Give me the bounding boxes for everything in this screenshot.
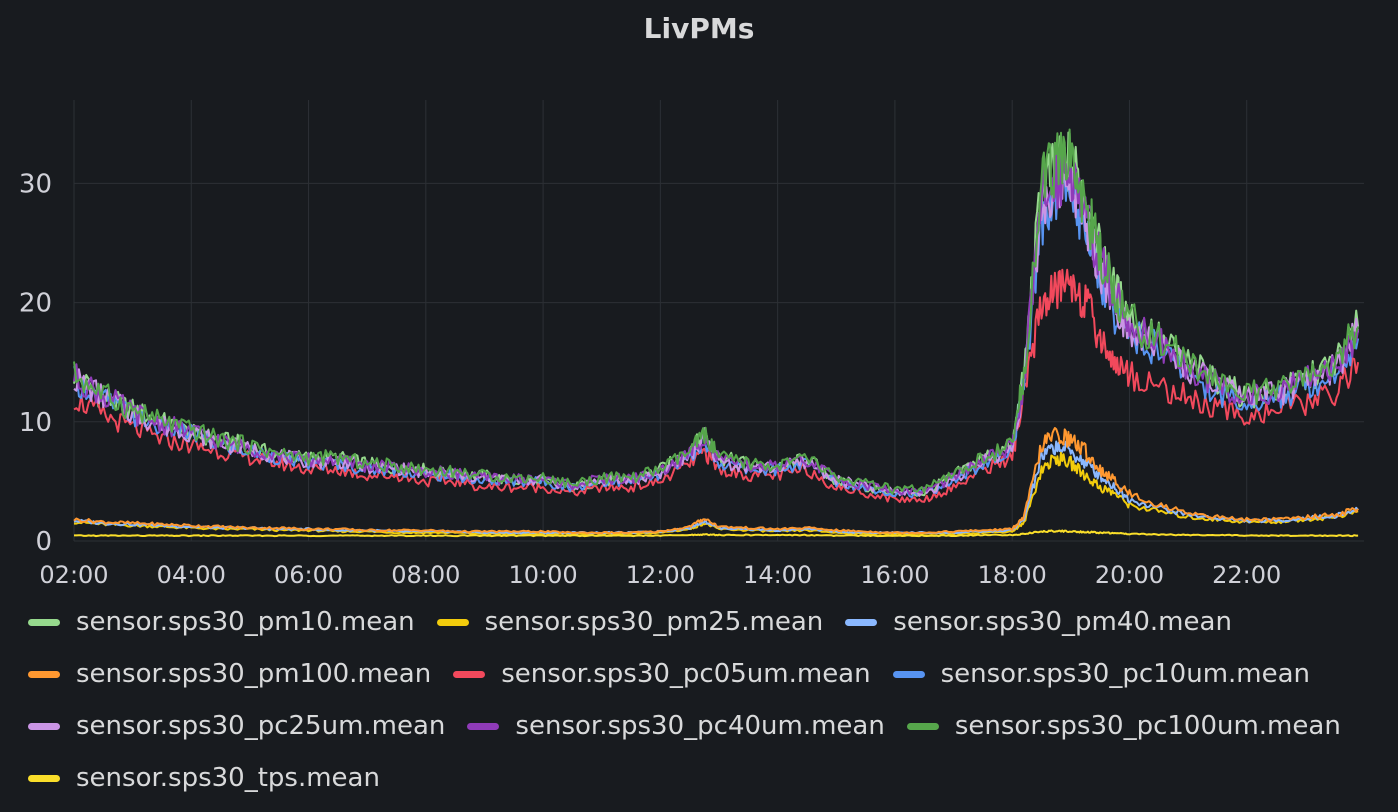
legend-item[interactable]: sensor.sps30_pc25um.mean bbox=[28, 704, 445, 748]
y-tick-label: 20 bbox=[19, 289, 52, 319]
x-tick-label: 22:00 bbox=[1212, 561, 1281, 589]
x-tick-label: 14:00 bbox=[743, 561, 812, 589]
legend-label: sensor.sps30_pm10.mean bbox=[76, 607, 415, 637]
legend-swatch bbox=[906, 722, 939, 730]
x-tick-label: 12:00 bbox=[626, 561, 695, 589]
series-line-sensor-sps30-pc05um-mean bbox=[73, 268, 1360, 504]
legend-label: sensor.sps30_pc05um.mean bbox=[501, 659, 871, 689]
legend-item[interactable]: sensor.sps30_pc40um.mean bbox=[467, 704, 885, 748]
legend-item[interactable]: sensor.sps30_pc05um.mean bbox=[453, 652, 871, 696]
legend-label: sensor.sps30_pc10um.mean bbox=[940, 659, 1311, 689]
legend-swatch bbox=[28, 618, 60, 626]
x-tick-label: 18:00 bbox=[978, 561, 1047, 589]
series-line-sensor-sps30-pc25um-mean bbox=[73, 153, 1360, 497]
series-line-sensor-sps30-tps-mean bbox=[74, 529, 1359, 538]
x-tick-label: 02:00 bbox=[39, 561, 108, 589]
series-line-sensor-sps30-pc40um-mean bbox=[73, 153, 1360, 496]
legend-item[interactable]: sensor.sps30_pc10um.mean bbox=[892, 652, 1311, 696]
y-tick-label: 30 bbox=[19, 169, 52, 199]
legend-swatch bbox=[436, 618, 469, 626]
legend-swatch bbox=[845, 618, 878, 626]
chart-title: LivPMs bbox=[643, 12, 755, 45]
legend-label: sensor.sps30_tps.mean bbox=[76, 763, 380, 793]
legend-label: sensor.sps30_pc100um.mean bbox=[954, 711, 1341, 741]
x-tick-label: 06:00 bbox=[274, 561, 343, 589]
legend-swatch bbox=[28, 670, 60, 678]
legend-swatch bbox=[28, 722, 60, 730]
x-tick-label: 16:00 bbox=[860, 561, 929, 589]
legend-swatch bbox=[892, 670, 925, 678]
x-tick-label: 08:00 bbox=[391, 561, 460, 589]
legend-label: sensor.sps30_pm25.mean bbox=[484, 607, 824, 637]
y-tick-label: 0 bbox=[35, 527, 52, 557]
legend-label: sensor.sps30_pm40.mean bbox=[893, 607, 1232, 637]
y-tick-label: 10 bbox=[19, 408, 52, 438]
legend-item[interactable]: sensor.sps30_pm25.mean bbox=[436, 600, 824, 644]
chart-plot[interactable]: 0 10 20 30 02:00 04:00 06:00 08:00 10:00 12:00 14:… bbox=[0, 0, 1398, 600]
series-line-sensor-sps30-pm100-mean bbox=[73, 427, 1359, 535]
series-line-sensor-sps30-pm10-mean bbox=[73, 131, 1360, 498]
legend-item[interactable]: sensor.sps30_pm100.mean bbox=[28, 652, 431, 696]
series-line-sensor-sps30-pc10um-mean bbox=[73, 170, 1360, 499]
series-line-sensor-sps30-pc100um-mean bbox=[73, 128, 1360, 495]
legend-item[interactable]: sensor.sps30_pm10.mean bbox=[28, 600, 415, 644]
legend-item[interactable]: sensor.sps30_pc100um.mean bbox=[906, 704, 1341, 748]
legend-item[interactable]: sensor.sps30_tps.mean bbox=[28, 756, 380, 800]
legend-item[interactable]: sensor.sps30_pm40.mean bbox=[845, 600, 1232, 644]
legend: sensor.sps30_pm10.mean sensor.sps30_pm25.… bbox=[28, 600, 1388, 800]
x-tick-label: 20:00 bbox=[1095, 561, 1164, 589]
legend-label: sensor.sps30_pc40um.mean bbox=[515, 711, 885, 741]
legend-label: sensor.sps30_pc25um.mean bbox=[76, 711, 446, 741]
legend-label: sensor.sps30_pm100.mean bbox=[76, 659, 432, 689]
x-tick-label: 10:00 bbox=[509, 561, 578, 589]
x-tick-label: 04:00 bbox=[157, 561, 226, 589]
legend-swatch bbox=[453, 670, 486, 678]
legend-swatch bbox=[28, 774, 60, 782]
legend-swatch bbox=[467, 722, 500, 730]
